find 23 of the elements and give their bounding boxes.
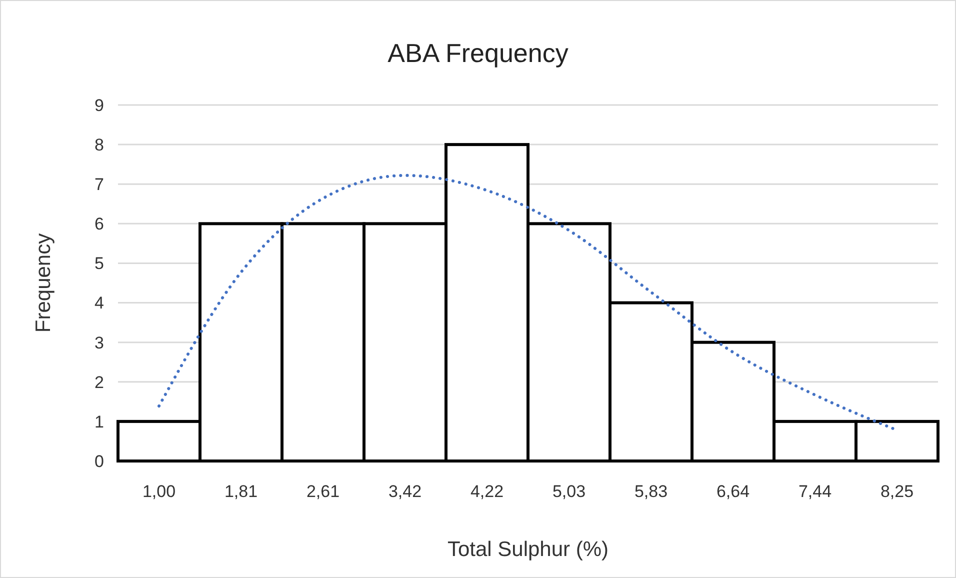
y-tick-label: 4 [94, 294, 104, 313]
x-tick-label: 3,42 [388, 482, 422, 501]
y-tick-label: 0 [94, 452, 104, 471]
x-tick-label: 5,03 [552, 482, 586, 501]
x-tick-label: 6,64 [716, 482, 750, 501]
y-tick-label: 9 [94, 96, 104, 115]
x-axis-title: Total Sulphur (%) [447, 538, 609, 561]
x-tick-label: 1,81 [224, 482, 258, 501]
y-tick-label: 7 [94, 175, 104, 194]
y-axis-title: Frequency [32, 232, 55, 333]
x-tick-label: 2,61 [306, 482, 340, 501]
y-tick-label: 5 [94, 254, 104, 274]
y-tick-label: 6 [94, 214, 104, 234]
x-tick-label: 8,25 [880, 482, 914, 501]
y-tick-label: 1 [94, 412, 104, 432]
x-tick-label: 1,00 [142, 482, 176, 501]
x-tick-label: 7,44 [798, 482, 832, 501]
chart-title: ABA Frequency [388, 38, 568, 68]
y-tick-label: 3 [94, 333, 104, 352]
x-tick-label: 4,22 [470, 482, 504, 501]
y-tick-label: 2 [94, 372, 104, 392]
x-tick-label: 5,83 [634, 482, 668, 501]
y-tick-label: 8 [94, 136, 104, 155]
